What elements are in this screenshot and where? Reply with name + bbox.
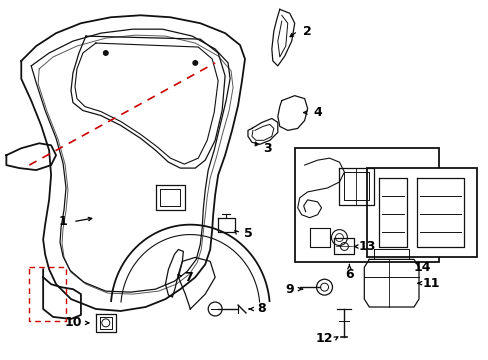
Text: 12: 12 — [315, 332, 333, 345]
Circle shape — [102, 50, 108, 56]
Text: 9: 9 — [285, 283, 293, 296]
Text: 2: 2 — [303, 24, 311, 38]
Text: 10: 10 — [64, 316, 81, 329]
Text: 14: 14 — [412, 261, 430, 274]
Text: 5: 5 — [243, 227, 252, 240]
Bar — [294, 148, 438, 262]
Text: 3: 3 — [263, 142, 272, 155]
Text: 1: 1 — [59, 215, 67, 228]
Text: 6: 6 — [345, 268, 353, 281]
Text: 4: 4 — [313, 106, 321, 119]
Text: 7: 7 — [183, 271, 192, 284]
Text: 11: 11 — [421, 277, 439, 290]
Text: 13: 13 — [358, 240, 375, 253]
Circle shape — [192, 60, 198, 66]
Bar — [366, 168, 476, 257]
Text: 8: 8 — [257, 302, 265, 315]
